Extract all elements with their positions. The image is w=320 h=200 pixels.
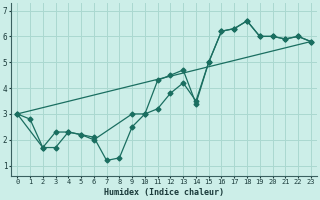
X-axis label: Humidex (Indice chaleur): Humidex (Indice chaleur) (104, 188, 224, 197)
